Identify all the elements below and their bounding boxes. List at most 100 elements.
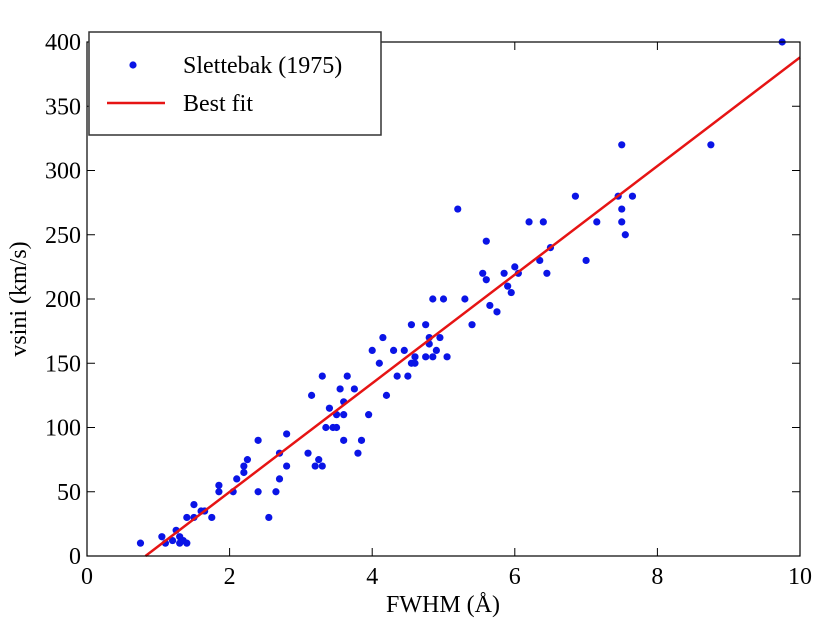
point: [265, 513, 273, 522]
point: [429, 295, 437, 303]
point: [183, 513, 191, 522]
y-tick-label: 400: [45, 30, 81, 56]
point: [621, 231, 629, 239]
point: [432, 346, 440, 354]
point: [536, 256, 544, 265]
y-tick-label: 150: [45, 351, 81, 377]
point: [379, 333, 387, 342]
point: [208, 513, 216, 522]
point: [307, 391, 316, 399]
point: [443, 353, 451, 361]
point: [582, 256, 590, 265]
point: [136, 539, 145, 547]
point: [400, 346, 408, 354]
point: [436, 333, 444, 342]
point: [304, 449, 312, 457]
x-tick-label: 4: [366, 564, 378, 590]
point: [318, 372, 326, 380]
legend-box: [88, 31, 382, 136]
point: [243, 456, 252, 464]
x-tick-label: 2: [224, 564, 236, 590]
x-axis-label: FWHM (Å): [386, 592, 500, 618]
point: [486, 301, 494, 310]
point: [504, 282, 512, 290]
y-tick-label: 250: [45, 223, 81, 249]
point: [318, 462, 326, 470]
point: [168, 536, 177, 545]
x-tick-label: 6: [509, 564, 521, 590]
point: [525, 218, 533, 226]
legend-point: [129, 61, 137, 69]
legend-label: Best fit: [183, 91, 253, 117]
point: [422, 321, 430, 329]
point: [357, 436, 366, 444]
point: [511, 263, 519, 271]
point: [375, 359, 383, 367]
y-tick-label: 50: [57, 480, 81, 506]
point: [283, 462, 291, 470]
point: [275, 475, 284, 483]
point: [393, 372, 401, 380]
point: [618, 141, 626, 149]
point: [543, 269, 551, 277]
y-tick-label: 0: [69, 544, 81, 570]
y-tick-label: 300: [45, 159, 81, 185]
point: [493, 308, 501, 316]
point: [343, 372, 351, 380]
legend-label: Slettebak (1975): [183, 53, 342, 79]
x-tick-label: 0: [81, 564, 93, 590]
point: [479, 269, 487, 277]
point: [422, 353, 430, 361]
point: [254, 488, 262, 496]
point: [507, 288, 515, 297]
point: [500, 269, 508, 277]
y-axis-label: vsini (km/s): [6, 241, 32, 356]
point: [461, 295, 469, 303]
point: [411, 353, 419, 361]
point: [190, 501, 198, 509]
point: [240, 468, 248, 477]
plot-frame: [86, 41, 801, 557]
point: [454, 205, 462, 213]
point: [365, 411, 373, 419]
point: [468, 321, 476, 329]
point: [707, 141, 715, 149]
point: [439, 295, 448, 303]
point: [571, 192, 580, 200]
point: [482, 276, 490, 284]
y-tick-label: 200: [45, 287, 81, 313]
point: [325, 404, 334, 412]
point: [215, 488, 223, 496]
fit-line: [144, 56, 801, 557]
y-tick-label: 100: [45, 416, 81, 442]
point: [272, 488, 280, 496]
point: [539, 218, 547, 226]
point: [283, 430, 291, 438]
point: [618, 205, 626, 213]
point: [354, 449, 362, 457]
point: [311, 462, 319, 470]
point: [389, 346, 398, 354]
y-tick-label: 350: [45, 94, 81, 120]
point: [350, 385, 358, 393]
point: [429, 353, 437, 361]
point: [407, 321, 416, 329]
point: [158, 533, 166, 541]
point: [240, 462, 248, 470]
point: [315, 456, 323, 464]
point: [628, 192, 637, 200]
x-tick-label: 8: [651, 564, 663, 590]
point: [336, 385, 344, 393]
point: [411, 359, 419, 367]
x-tick-label: 10: [788, 564, 812, 590]
point: [618, 218, 626, 226]
point: [215, 481, 223, 489]
point: [593, 218, 601, 226]
point: [404, 372, 412, 380]
point: [340, 436, 348, 444]
point: [233, 475, 241, 483]
point: [254, 436, 262, 444]
point: [340, 411, 348, 419]
point: [332, 423, 341, 432]
